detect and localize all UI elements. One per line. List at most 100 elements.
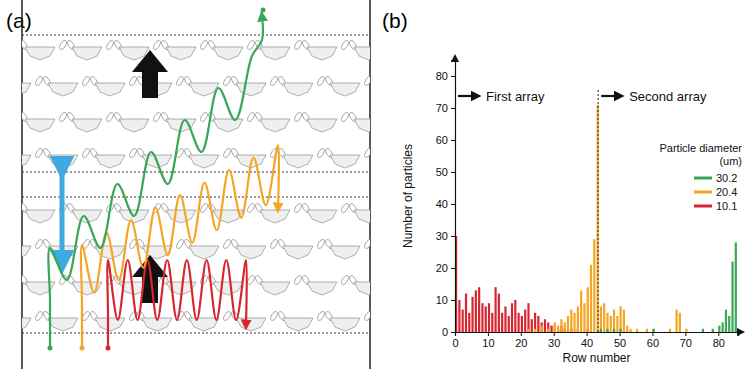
pillar-leaf bbox=[199, 39, 208, 50]
pillar bbox=[307, 119, 337, 132]
pillar-leaf bbox=[363, 75, 370, 86]
bar bbox=[458, 300, 460, 332]
tick: 20 bbox=[515, 332, 527, 349]
pillar-leaf bbox=[269, 238, 278, 249]
pillar-leaf bbox=[363, 310, 370, 321]
pillar-leaf bbox=[199, 111, 208, 122]
bar bbox=[494, 287, 496, 332]
particle-trajectory bbox=[81, 145, 279, 348]
bar bbox=[623, 310, 625, 332]
particle-start bbox=[48, 346, 53, 351]
tick-label: 10 bbox=[482, 337, 494, 349]
bar bbox=[570, 310, 572, 332]
pillar-leaf bbox=[34, 238, 43, 249]
flow-arrow bbox=[132, 50, 168, 98]
bar bbox=[527, 329, 529, 332]
pillar-leaf bbox=[222, 75, 231, 86]
tick: 10 bbox=[482, 332, 494, 349]
tick: 30 bbox=[436, 230, 455, 242]
pillar-leaf bbox=[175, 75, 184, 86]
tick-mark bbox=[685, 332, 686, 336]
tick-label: 0 bbox=[452, 337, 458, 349]
bar bbox=[583, 303, 585, 332]
pillar bbox=[260, 119, 290, 132]
pillar bbox=[25, 119, 55, 132]
pillar bbox=[283, 83, 313, 96]
legend-swatch bbox=[694, 191, 712, 194]
bar bbox=[731, 262, 733, 332]
tick-label: 50 bbox=[614, 337, 626, 349]
axis-arrow bbox=[451, 54, 459, 62]
bar bbox=[547, 322, 549, 332]
pillar-leaf bbox=[293, 111, 302, 122]
pillar bbox=[307, 282, 337, 295]
pillar-leaf bbox=[269, 310, 278, 321]
bar bbox=[626, 326, 628, 332]
pillar bbox=[72, 119, 102, 132]
bar bbox=[491, 313, 493, 332]
pillar-leaf bbox=[105, 111, 114, 122]
pillar-leaf bbox=[128, 147, 137, 158]
pillar bbox=[189, 246, 219, 259]
tick-label: 0 bbox=[442, 326, 448, 338]
pillar bbox=[213, 119, 243, 132]
pillar-leaf bbox=[81, 147, 90, 158]
bar bbox=[620, 306, 622, 332]
pillar bbox=[307, 47, 337, 60]
tick-mark bbox=[451, 204, 455, 205]
tick-mark bbox=[451, 172, 455, 173]
pillar bbox=[307, 210, 337, 223]
tick: 20 bbox=[436, 262, 455, 274]
tick-label: 30 bbox=[436, 230, 448, 242]
bar bbox=[541, 322, 543, 332]
pillar bbox=[22, 318, 31, 331]
pillar bbox=[354, 47, 370, 60]
pillar-leaf bbox=[293, 202, 302, 213]
pillar bbox=[354, 119, 370, 132]
bar bbox=[524, 310, 526, 332]
bar bbox=[593, 239, 595, 332]
tick-mark bbox=[652, 332, 653, 336]
bar bbox=[475, 290, 477, 332]
bar bbox=[518, 313, 520, 332]
array-boundary bbox=[598, 88, 599, 332]
tick: 40 bbox=[436, 198, 455, 210]
bar bbox=[541, 326, 543, 332]
pillar bbox=[166, 47, 196, 60]
pillar-leaf bbox=[363, 238, 370, 249]
pillar-leaf bbox=[58, 111, 67, 122]
panel-label: (b) bbox=[382, 9, 408, 32]
bar-series bbox=[455, 236, 589, 332]
tick-label: 80 bbox=[713, 337, 725, 349]
bar bbox=[471, 297, 473, 332]
pillar-leaf bbox=[316, 75, 325, 86]
legend-title: (um) bbox=[719, 155, 742, 167]
pillar bbox=[22, 155, 31, 168]
channel-wall bbox=[21, 0, 23, 369]
pillar-leaf bbox=[199, 202, 208, 213]
pillar bbox=[22, 83, 31, 96]
bars bbox=[455, 105, 737, 332]
bar bbox=[577, 306, 579, 332]
bar bbox=[613, 310, 615, 332]
pillar-leaf bbox=[316, 238, 325, 249]
tick-mark bbox=[451, 76, 455, 77]
bar bbox=[679, 313, 681, 332]
tick-mark bbox=[718, 332, 719, 336]
tick: 0 bbox=[442, 326, 455, 338]
bar bbox=[478, 287, 480, 332]
legend-label: 10.1 bbox=[716, 200, 737, 212]
tick: 50 bbox=[614, 332, 626, 349]
pillar-leaf bbox=[340, 39, 349, 50]
tick: 70 bbox=[680, 332, 692, 349]
pillar-leaf bbox=[152, 111, 161, 122]
panel-label: (a) bbox=[6, 9, 32, 32]
pillar-leaf bbox=[293, 39, 302, 50]
tick-mark bbox=[521, 332, 522, 336]
bar-series bbox=[527, 105, 687, 332]
tick: 30 bbox=[548, 332, 560, 349]
pillar bbox=[48, 155, 78, 168]
tick: 50 bbox=[436, 166, 455, 178]
pillar-leaf bbox=[222, 238, 231, 249]
tick-label: 20 bbox=[436, 262, 448, 274]
